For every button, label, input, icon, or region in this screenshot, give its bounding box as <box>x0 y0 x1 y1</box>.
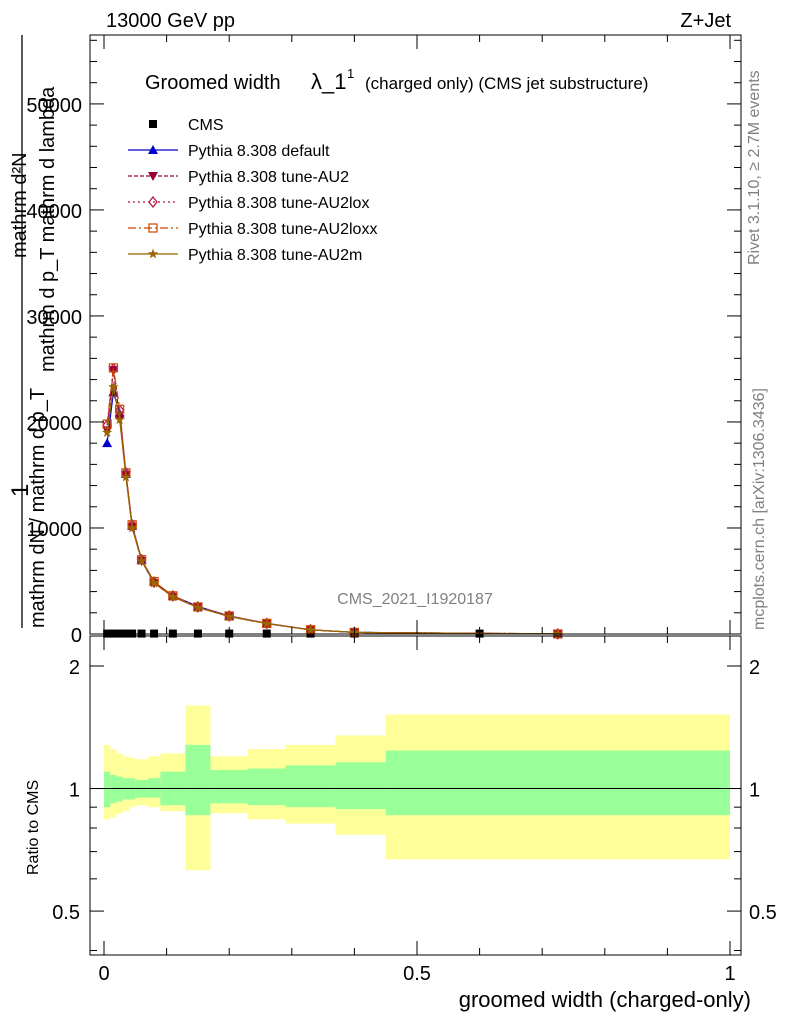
data-point-s5-11 <box>305 624 316 635</box>
ratio-ytick-label-right: 1 <box>749 780 760 802</box>
main-y-axis-label: 1 mathrm dN / mathrm d p_T mathrm d²N ma… <box>7 35 59 628</box>
ratio-ytick-label-right: 2 <box>749 657 760 679</box>
x-axis-label: groomed width (charged-only) <box>459 987 751 1012</box>
y-label-inner-denominator: mathrm d p_T mathrm d lambda <box>37 86 59 372</box>
header-energy-label: 13000 GeV pp <box>106 10 235 32</box>
data-point-s5-8 <box>192 602 204 612</box>
ratio-inner-band-bin <box>210 770 248 804</box>
data-point-s4-1 <box>108 363 118 373</box>
ratio-ytick-label: 2 <box>69 657 80 679</box>
legend-label: Pythia 8.308 default <box>188 143 330 160</box>
xtick-label: 0 <box>98 963 109 985</box>
ratio-inner-band-bin <box>247 768 286 806</box>
legend-item-2: Pythia 8.308 tune-AU2 <box>128 169 349 186</box>
ratio-inner-band-bin <box>285 765 336 808</box>
series-line-5 <box>106 386 558 635</box>
ratio-ytick-label: 1 <box>69 780 80 802</box>
series-line-3 <box>106 368 558 635</box>
legend-item-1: Pythia 8.308 default <box>128 143 330 160</box>
ratio-ytick-label-right: 0.5 <box>749 902 777 924</box>
data-point-s3-11 <box>305 623 316 636</box>
legend: CMS Pythia 8.308 default Pythia 8.308 tune… <box>128 117 377 264</box>
data-point-s5-7 <box>167 591 179 602</box>
plot-title: Groomed width λ_1 1 (charged only) (CMS … <box>145 66 648 94</box>
legend-marker <box>148 223 158 233</box>
legend-label: Pythia 8.308 tune-AU2lox <box>188 195 369 212</box>
legend-label: Pythia 8.308 tune-AU2loxx <box>188 221 377 238</box>
data-point-s1-0 <box>102 438 113 448</box>
rivet-version-label: Rivet 3.1.10, ≥ 2.7M events <box>746 70 763 265</box>
analysis-watermark: CMS_2021_I1920187 <box>337 591 493 608</box>
data-point-s5-2 <box>114 414 125 425</box>
legend-marker <box>148 196 158 208</box>
data-point-s3-10 <box>261 617 272 630</box>
data-point-s5-3 <box>120 471 132 482</box>
data-point-s3-7 <box>168 589 178 602</box>
legend-item-3: Pythia 8.308 tune-AU2lox <box>128 195 369 212</box>
mcplots-reference-label: mcplots.cern.ch [arXiv:1306.3436] <box>751 388 768 630</box>
legend-marker <box>147 248 159 259</box>
y-label-one: 1 <box>7 484 34 497</box>
legend-label: Pythia 8.308 tune-AU2 <box>188 169 349 186</box>
ratio-inner-band-bin <box>104 771 111 808</box>
main-x-ticks <box>103 35 731 634</box>
data-point-s4-2 <box>115 404 125 414</box>
data-point-s5-10 <box>261 618 272 629</box>
plot-title-symbol: λ_1 <box>311 69 346 94</box>
series-5 <box>101 381 564 639</box>
data-point-s5-5 <box>136 555 147 566</box>
y-label-denominator: mathrm dN / mathrm d p_T <box>27 388 49 628</box>
data-point-s5-1 <box>108 381 119 392</box>
data-point-s3-9 <box>224 610 234 622</box>
ratio-inner-band-bin <box>110 774 117 804</box>
legend-marker <box>148 172 158 181</box>
data-point-s5-4 <box>126 522 138 533</box>
ratio-inner-band-bin <box>185 744 211 816</box>
main-ytick-label: 0 <box>71 625 82 647</box>
ratio-plot: 0.5 0.51 12 2 0 0.5 1 <box>52 635 777 985</box>
main-ytick-label: 10000 <box>26 519 82 541</box>
legend-label: Pythia 8.308 tune-AU2m <box>188 247 362 264</box>
plot-title-text: Groomed width <box>145 72 281 94</box>
main-ytick-label: 40000 <box>26 201 82 223</box>
main-ytick-label: 50000 <box>26 95 82 117</box>
ratio-y-axis-label: Ratio to CMS <box>25 780 42 875</box>
ratio-ytick-label: 0.5 <box>52 902 80 924</box>
ratio-x-axis: 0 0.5 1 <box>98 636 736 985</box>
legend-marker <box>148 145 158 154</box>
data-point-s5-9 <box>224 611 235 621</box>
data-point-s3-5 <box>136 553 147 566</box>
main-plot-frame <box>89 34 742 635</box>
data-point-s5-13 <box>552 628 564 639</box>
ratio-inner-band-bin <box>385 750 730 816</box>
ratio-inner-band-bin <box>147 778 161 798</box>
xtick-label: 1 <box>724 963 735 985</box>
data-point-s5-0 <box>101 427 113 437</box>
main-ytick-label: 20000 <box>26 413 82 435</box>
main-curves <box>101 362 564 640</box>
main-y-axis: 0 10000 20000 30000 40000 50000 <box>26 39 741 647</box>
y-label-numerator: mathrm d²N <box>9 152 31 258</box>
legend-label: CMS <box>188 117 224 134</box>
plot-title-superscript: 1 <box>347 66 354 81</box>
header-process-label: Z+Jet <box>680 10 731 32</box>
main-distribution-plot: 0 10000 20000 30000 40000 50000 <box>26 34 742 647</box>
ratio-uncertainty-bands <box>104 705 730 871</box>
legend-item-4: Pythia 8.308 tune-AU2loxx <box>128 221 377 238</box>
legend-item-5: Pythia 8.308 tune-AU2m <box>128 247 362 264</box>
main-ytick-label: 30000 <box>26 307 82 329</box>
legend-item-0: CMS <box>149 117 224 134</box>
legend-marker <box>149 120 157 128</box>
ratio-y-axis: 0.5 0.5 1 1 2 2 <box>52 657 777 952</box>
data-point-s3-1 <box>108 362 119 375</box>
data-point-s3-6 <box>149 576 159 589</box>
ratio-plot-frame <box>89 635 742 956</box>
plot-title-suffix: (charged only) (CMS jet substructure) <box>365 74 648 93</box>
xtick-label: 0.5 <box>403 963 431 985</box>
ratio-inner-band-bin <box>335 762 386 810</box>
data-point-s5-6 <box>148 577 160 588</box>
